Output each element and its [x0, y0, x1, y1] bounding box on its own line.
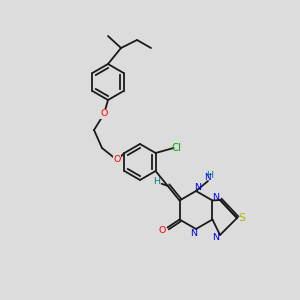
- Text: O: O: [100, 110, 108, 118]
- Text: Cl: Cl: [172, 143, 182, 153]
- Text: N: N: [212, 233, 220, 242]
- Text: O: O: [159, 226, 166, 235]
- Text: H: H: [153, 177, 160, 186]
- Text: H: H: [206, 170, 214, 179]
- Text: S: S: [238, 213, 245, 223]
- Text: O: O: [113, 155, 121, 164]
- Text: N: N: [204, 173, 210, 182]
- Text: N: N: [194, 182, 202, 191]
- Text: N: N: [212, 194, 220, 202]
- Text: N: N: [190, 230, 197, 238]
